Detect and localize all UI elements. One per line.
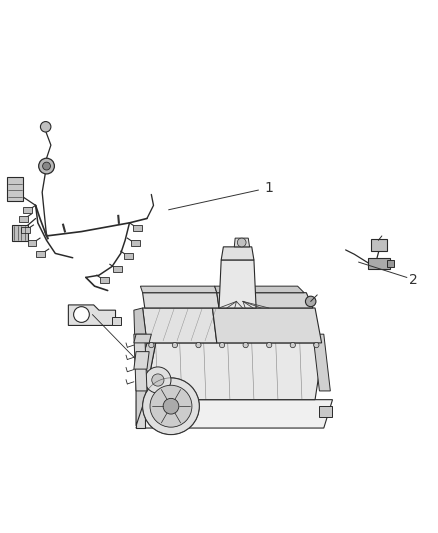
Polygon shape — [387, 260, 394, 266]
Circle shape — [150, 385, 192, 427]
Polygon shape — [217, 293, 313, 308]
Polygon shape — [28, 240, 36, 246]
Polygon shape — [7, 177, 22, 201]
Polygon shape — [21, 227, 30, 233]
Polygon shape — [146, 406, 158, 417]
Circle shape — [305, 296, 316, 306]
Polygon shape — [219, 260, 256, 308]
Circle shape — [74, 306, 89, 322]
Polygon shape — [23, 207, 32, 213]
Circle shape — [40, 122, 51, 132]
Polygon shape — [68, 305, 116, 326]
Circle shape — [39, 158, 54, 174]
Polygon shape — [145, 343, 324, 400]
Polygon shape — [136, 343, 155, 426]
Polygon shape — [215, 286, 304, 293]
Polygon shape — [143, 308, 217, 343]
Polygon shape — [113, 266, 122, 272]
Text: 2: 2 — [409, 272, 418, 287]
Polygon shape — [141, 286, 217, 293]
Polygon shape — [19, 216, 28, 222]
Polygon shape — [134, 334, 151, 343]
Polygon shape — [134, 352, 149, 369]
Polygon shape — [136, 400, 332, 428]
Polygon shape — [313, 334, 330, 391]
Circle shape — [314, 343, 319, 348]
Circle shape — [143, 378, 199, 434]
Circle shape — [172, 343, 177, 348]
Polygon shape — [12, 225, 28, 241]
Circle shape — [196, 343, 201, 348]
Text: 1: 1 — [265, 181, 274, 195]
Polygon shape — [221, 247, 254, 260]
Polygon shape — [134, 308, 147, 378]
Circle shape — [42, 162, 50, 170]
Polygon shape — [134, 334, 147, 391]
Polygon shape — [368, 258, 390, 269]
Polygon shape — [136, 400, 145, 428]
Polygon shape — [234, 238, 250, 247]
Circle shape — [243, 343, 248, 348]
Polygon shape — [133, 224, 142, 231]
Circle shape — [149, 343, 154, 348]
Polygon shape — [36, 251, 45, 257]
Polygon shape — [100, 277, 109, 283]
Circle shape — [219, 343, 225, 348]
Polygon shape — [124, 253, 133, 259]
Circle shape — [290, 343, 295, 348]
Polygon shape — [319, 406, 332, 417]
Circle shape — [267, 343, 272, 348]
Polygon shape — [143, 293, 219, 308]
Circle shape — [145, 367, 171, 393]
Circle shape — [237, 238, 246, 247]
Polygon shape — [112, 317, 121, 326]
Polygon shape — [212, 308, 321, 343]
Circle shape — [152, 374, 164, 386]
Polygon shape — [371, 239, 387, 251]
Polygon shape — [131, 240, 140, 246]
Circle shape — [163, 398, 179, 414]
